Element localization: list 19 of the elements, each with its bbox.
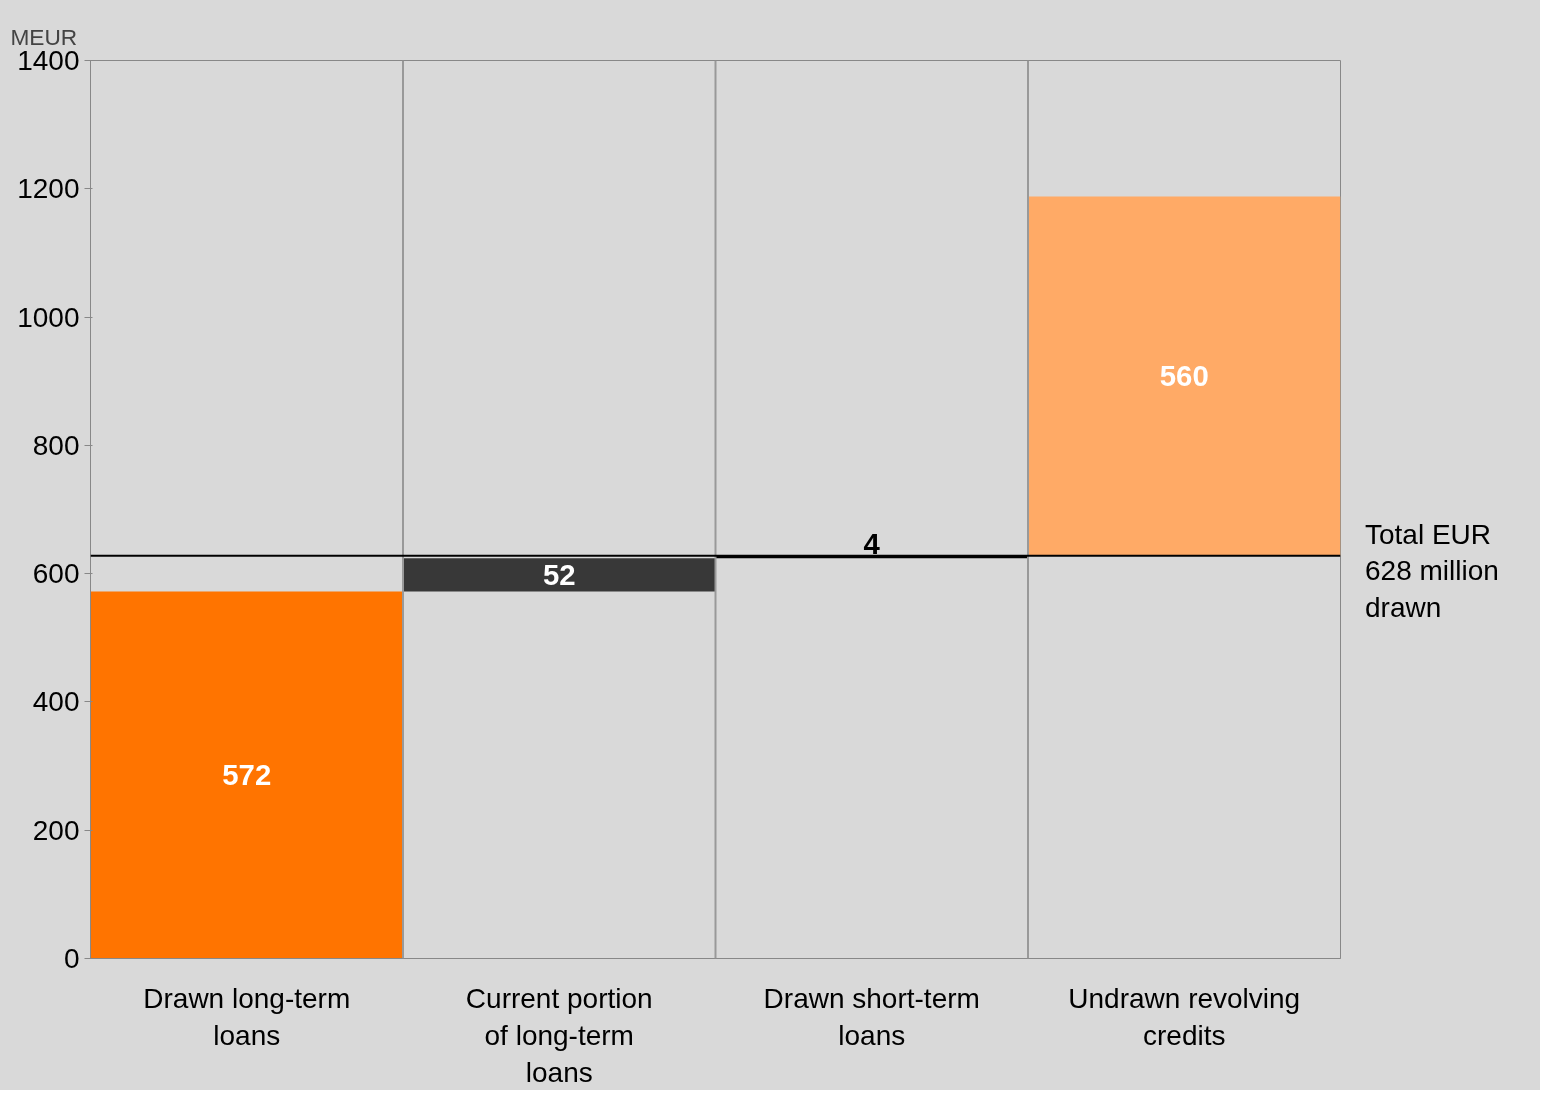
ref-line-label: Total EUR 628 million drawn xyxy=(1365,518,1499,625)
bar xyxy=(90,591,403,959)
x-tick-label: Drawn short-term loans xyxy=(763,982,980,1051)
data-label: 52 xyxy=(542,557,576,591)
x-tick-label: Current portion of long-term loans xyxy=(465,982,653,1088)
y-tick-label: 200 xyxy=(32,814,80,846)
y-tick-label: 1200 xyxy=(17,173,80,205)
y-tick-label: 1000 xyxy=(17,301,80,333)
y-tick-label: 800 xyxy=(32,429,80,461)
data-label: 572 xyxy=(222,758,272,792)
bar xyxy=(1028,196,1341,556)
x-tick-label: Undrawn revolving credits xyxy=(1068,982,1301,1051)
data-label: 4 xyxy=(863,526,881,560)
y-tick-label: 0 xyxy=(63,943,80,974)
y-tick-label: 600 xyxy=(32,558,80,590)
bar xyxy=(403,558,716,592)
y-tick-label: 400 xyxy=(32,686,80,718)
data-label: 560 xyxy=(1159,359,1209,393)
x-tick-label: Drawn long-term loans xyxy=(143,982,351,1051)
